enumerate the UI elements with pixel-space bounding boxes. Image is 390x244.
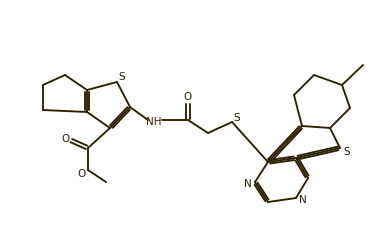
Text: N: N [299, 195, 307, 205]
Text: O: O [78, 169, 86, 179]
Text: S: S [344, 147, 350, 157]
Text: S: S [234, 113, 240, 123]
Text: S: S [119, 72, 125, 82]
Text: NH: NH [146, 117, 162, 127]
Text: O: O [184, 92, 192, 102]
Text: O: O [61, 134, 69, 144]
Text: N: N [244, 179, 252, 189]
